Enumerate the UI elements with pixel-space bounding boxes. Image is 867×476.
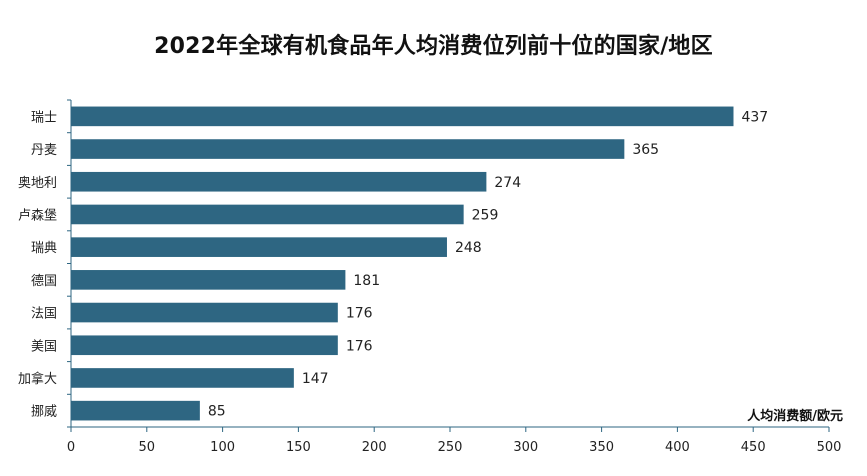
bar bbox=[71, 400, 200, 421]
x-tick-label: 300 bbox=[513, 440, 538, 455]
category-label: 加拿大 bbox=[18, 371, 57, 387]
bar bbox=[71, 335, 338, 356]
x-tick-label: 250 bbox=[438, 440, 463, 455]
data-label: 248 bbox=[455, 240, 482, 256]
bar bbox=[71, 106, 734, 127]
chart-title: 2022年全球有机食品年人均消费位列前十位的国家/地区 bbox=[154, 34, 713, 59]
category-label: 法国 bbox=[31, 307, 57, 322]
category-label: 瑞士 bbox=[31, 110, 57, 125]
bar bbox=[71, 171, 487, 192]
data-label: 181 bbox=[353, 273, 380, 289]
x-tick-label: 500 bbox=[817, 440, 842, 455]
bar bbox=[71, 204, 464, 225]
data-label: 85 bbox=[208, 404, 226, 420]
bar bbox=[71, 139, 625, 159]
category-label: 美国 bbox=[31, 339, 57, 354]
x-tick-label: 50 bbox=[139, 440, 156, 455]
data-label: 147 bbox=[302, 371, 329, 387]
data-label: 365 bbox=[632, 142, 659, 158]
data-label: 176 bbox=[346, 338, 373, 354]
bar bbox=[71, 270, 346, 290]
category-label: 奥地利 bbox=[18, 176, 57, 191]
bar bbox=[71, 302, 338, 323]
x-tick-label: 0 bbox=[67, 440, 75, 455]
category-label: 丹麦 bbox=[31, 143, 57, 158]
x-tick-label: 350 bbox=[589, 440, 614, 455]
category-label: 挪威 bbox=[31, 405, 57, 420]
x-tick-label: 150 bbox=[286, 440, 311, 455]
category-label: 卢森堡 bbox=[18, 207, 57, 223]
x-tick-label: 450 bbox=[741, 440, 766, 455]
x-tick-label: 100 bbox=[210, 440, 235, 455]
x-axis-label: 人均消费额/欧元 bbox=[747, 408, 843, 424]
data-label: 274 bbox=[494, 175, 521, 191]
data-label: 437 bbox=[741, 109, 768, 125]
x-tick-label: 200 bbox=[362, 440, 387, 455]
category-label: 德国 bbox=[31, 274, 57, 289]
category-label: 瑞典 bbox=[31, 241, 57, 256]
bar bbox=[71, 368, 294, 388]
x-tick-label: 400 bbox=[665, 440, 690, 455]
data-label: 259 bbox=[472, 207, 499, 223]
data-label: 176 bbox=[346, 306, 373, 322]
bar bbox=[71, 237, 447, 257]
